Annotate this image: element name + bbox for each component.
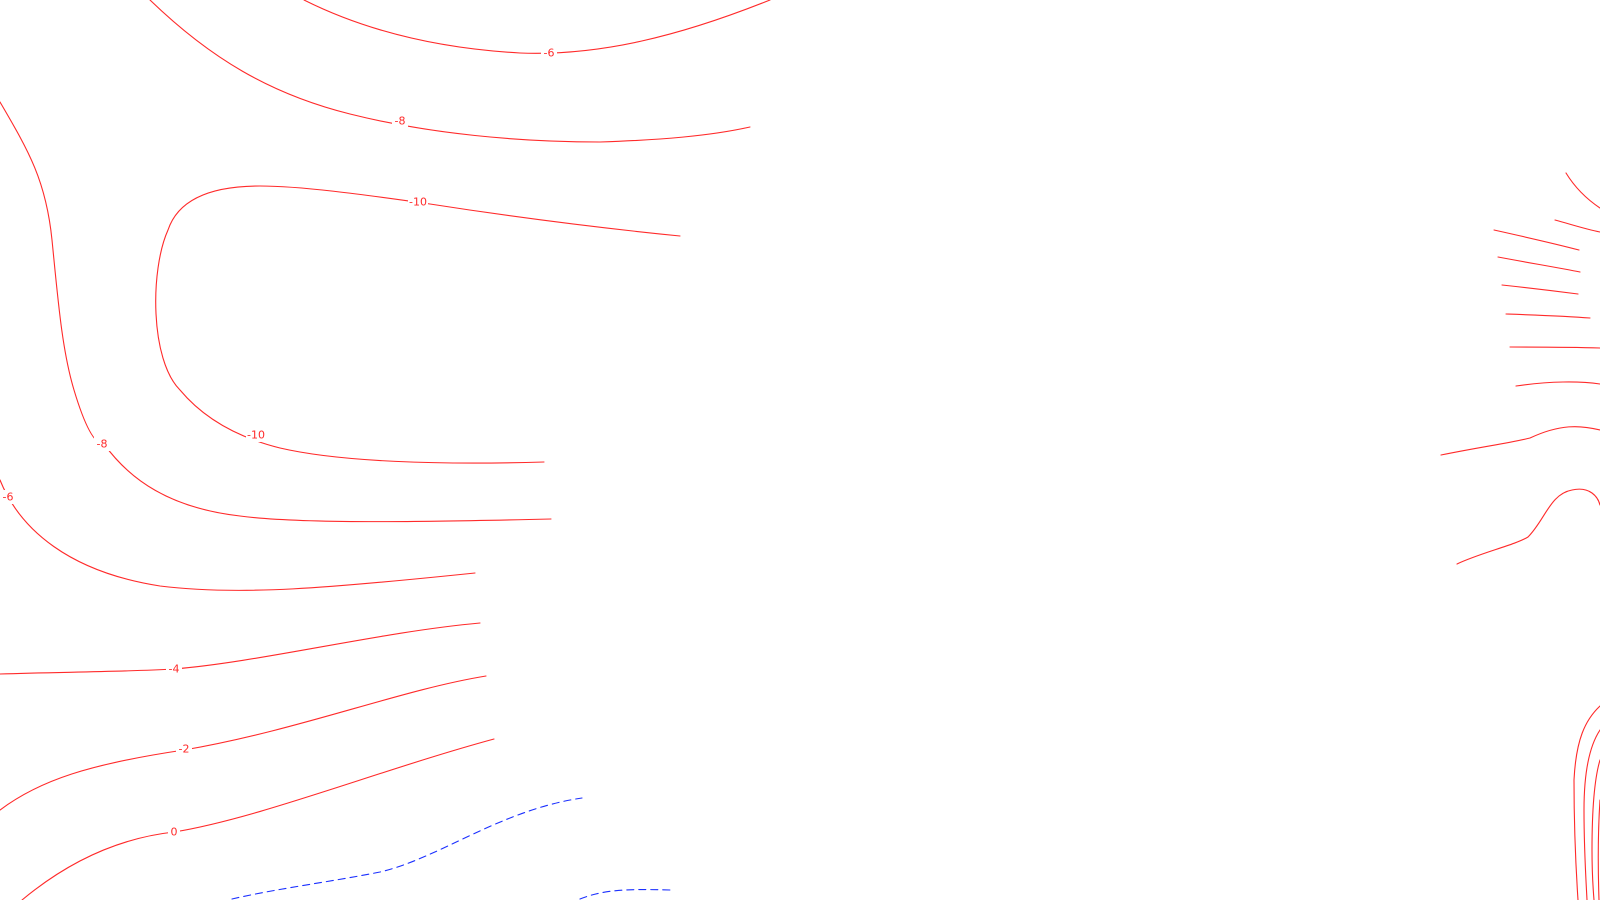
contour-fragment-right-6	[1505, 313, 1591, 319]
contour-fragment-right-12	[1583, 729, 1600, 900]
contour-label-minus-10-bottom: -10	[247, 429, 265, 442]
contour-label-minus-10-top: -10	[409, 196, 427, 209]
contour-fragment-right-10	[1456, 488, 1600, 565]
contour-label-minus-6-left: -6	[3, 491, 14, 504]
contour-label-minus-8-top: -8	[395, 115, 406, 128]
contour-label-minus-2: -2	[179, 743, 190, 756]
contour-label-minus-6-top: -6	[544, 47, 555, 60]
contour-fragment-right-14	[1597, 799, 1600, 900]
contour-line-minus-6-left	[0, 479, 476, 591]
contour-fragment-right-9	[1440, 426, 1600, 456]
contour-fragment-right-4	[1497, 256, 1581, 273]
left-contours	[0, 0, 771, 900]
contour-line-minus-6-top	[303, 0, 771, 54]
contour-label-zero: 0	[171, 826, 178, 839]
contour-fragment-right-1	[1565, 172, 1600, 209]
contour-labels: -6 -8 -10 -10 -8 -6 -4 -2 0	[0, 46, 557, 839]
contour-fragment-right-7	[1509, 346, 1600, 349]
contour-line-minus-8-top	[149, 0, 751, 143]
contour-fragment-right-5	[1501, 284, 1579, 295]
contour-fragment-right-13	[1591, 759, 1600, 900]
contour-line-minus-10-closed	[155, 185, 681, 464]
contour-fragment-right-3	[1493, 229, 1580, 251]
contour-label-minus-8-left: -8	[97, 438, 108, 451]
right-contours	[1440, 172, 1600, 900]
contour-line-minus-2	[0, 675, 487, 811]
contour-line-dashed-2	[579, 889, 671, 900]
contour-line-minus-4	[0, 622, 481, 675]
contour-line-minus-8-left	[0, 101, 552, 523]
contour-line-zero	[21, 738, 495, 900]
contour-label-minus-4: -4	[169, 663, 180, 676]
contour-fragment-right-11	[1573, 705, 1600, 900]
contour-line-dashed-1	[231, 797, 583, 900]
blue-dashed-contours	[231, 797, 671, 900]
contour-fragment-right-8	[1515, 381, 1600, 387]
contour-fragment-right-2	[1554, 219, 1600, 233]
